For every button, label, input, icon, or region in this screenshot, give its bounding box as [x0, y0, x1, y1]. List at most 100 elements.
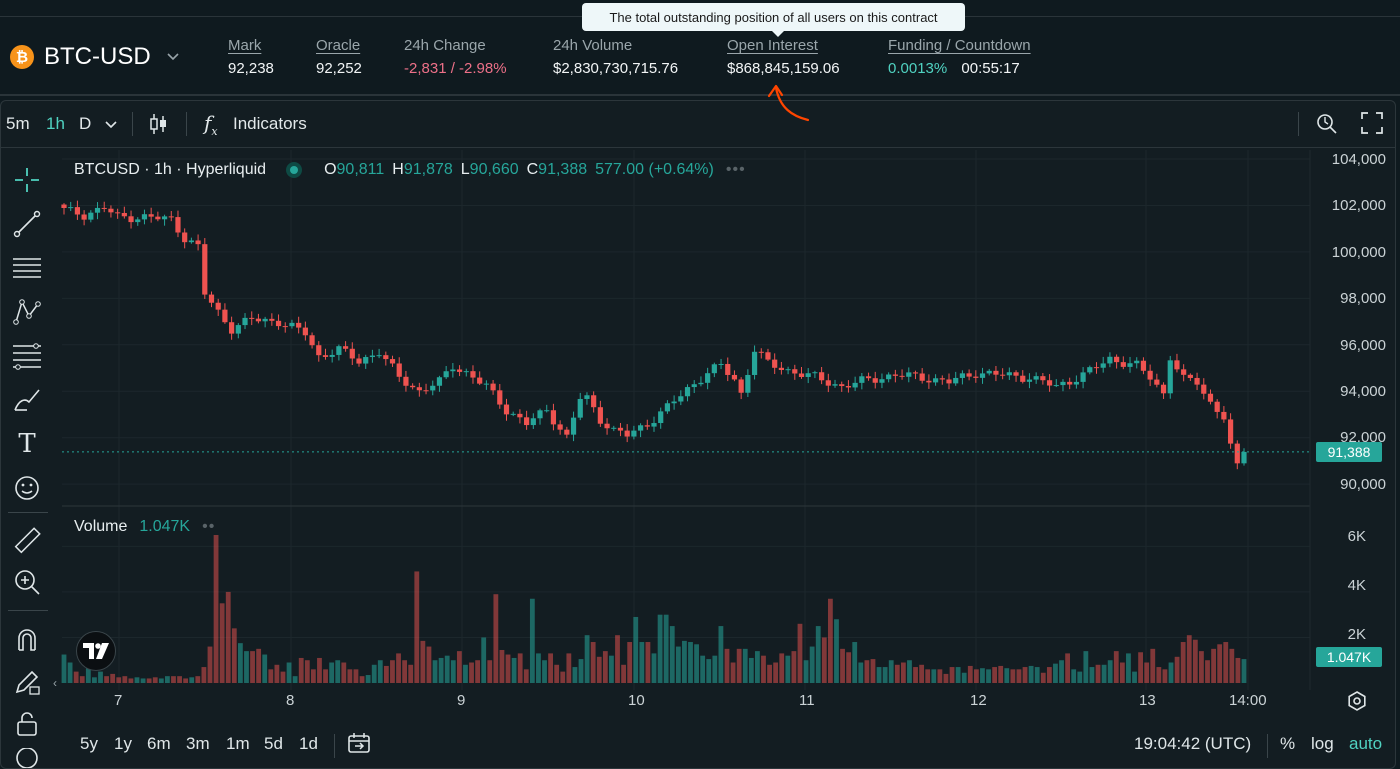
- volume-bar: [1217, 644, 1223, 683]
- range-6m[interactable]: 6m: [147, 734, 171, 753]
- candle-body: [1140, 360, 1147, 371]
- range-1m[interactable]: 1m: [226, 734, 250, 753]
- ruler-icon[interactable]: [11, 525, 43, 557]
- range-5d[interactable]: 5d: [264, 734, 283, 753]
- candle-body: [1053, 385, 1059, 387]
- candlestick-type-icon[interactable]: [148, 112, 168, 141]
- pattern-icon[interactable]: [11, 296, 43, 328]
- price-tick: 102,000: [1331, 197, 1386, 214]
- volume-bar: [408, 664, 414, 683]
- volume-bar: [967, 665, 973, 683]
- volume-bar: [390, 660, 395, 683]
- collapse-chevron-left-icon[interactable]: ‹: [53, 676, 57, 690]
- range-1d[interactable]: 1d: [299, 734, 318, 753]
- volume-bar: [128, 678, 134, 683]
- auto-scale-toggle[interactable]: auto: [1349, 734, 1383, 753]
- percent-scale-toggle[interactable]: %: [1280, 734, 1296, 753]
- candle-body: [423, 390, 429, 392]
- fib-retracement-icon[interactable]: [11, 340, 43, 372]
- stat-label-funding[interactable]: Funding / Countdown: [888, 37, 1031, 54]
- candle-body: [329, 354, 335, 357]
- live-status-icon[interactable]: [286, 162, 303, 178]
- volume-bar: [177, 676, 182, 683]
- volume-bar: [1144, 662, 1150, 683]
- zoom-in-icon[interactable]: [11, 566, 43, 598]
- candle-body: [188, 240, 194, 243]
- candle-body: [658, 411, 664, 424]
- stat-label-mark[interactable]: Mark: [228, 37, 262, 54]
- candle-body: [1100, 363, 1106, 368]
- chart-settings-icon[interactable]: [1346, 690, 1368, 717]
- tradingview-logo[interactable]: [76, 631, 116, 671]
- brush-icon[interactable]: [11, 384, 43, 416]
- utc-clock[interactable]: 19:04:42 (UTC): [1134, 734, 1252, 753]
- volume-more-icon[interactable]: ••: [202, 518, 216, 535]
- magnet-icon[interactable]: [11, 624, 43, 656]
- range-5y[interactable]: 5y: [80, 734, 98, 753]
- stat-label-open-interest[interactable]: Open Interest: [727, 37, 818, 54]
- interval-1h[interactable]: 1h: [46, 114, 65, 133]
- candle-body: [249, 317, 255, 319]
- volume-bar: [1150, 648, 1156, 683]
- interval-d[interactable]: D: [79, 114, 92, 133]
- candle-body: [879, 379, 885, 383]
- stat-label-oracle[interactable]: Oracle: [316, 37, 361, 54]
- interval-chevron-down-icon[interactable]: [105, 114, 117, 134]
- candle-body: [1160, 384, 1167, 394]
- horizontal-lines-icon[interactable]: [11, 252, 43, 284]
- visibility-icon[interactable]: [11, 748, 43, 768]
- candle-body: [953, 377, 959, 384]
- quick-search-icon[interactable]: [1315, 112, 1339, 141]
- volume-bar: [1071, 669, 1077, 683]
- legend-change: 577.00 (+0.64%): [595, 161, 714, 178]
- candle-body: [1120, 362, 1126, 367]
- fullscreen-icon[interactable]: [1361, 112, 1383, 139]
- candle-body: [577, 398, 583, 418]
- volume-bar: [1053, 663, 1058, 683]
- crosshair-icon[interactable]: [11, 164, 43, 196]
- lock-icon[interactable]: [11, 708, 43, 740]
- candle-body: [1067, 381, 1073, 385]
- candle-body: [557, 424, 563, 430]
- symbol-selector[interactable]: ₿ BTC-USD: [10, 43, 179, 71]
- indicators-button[interactable]: Indicators: [233, 114, 307, 133]
- volume-bar: [791, 651, 797, 683]
- volume-bar: [237, 643, 243, 683]
- volume-bar: [329, 662, 335, 683]
- range-3m[interactable]: 3m: [186, 734, 210, 753]
- pencil-lock-icon[interactable]: [11, 666, 43, 698]
- indicators-fx-icon[interactable]: fx: [204, 111, 218, 138]
- candle-body: [128, 216, 134, 223]
- last-price-badge: 91,388: [1316, 442, 1382, 462]
- volume-bar: [590, 642, 596, 683]
- volume-bar: [1034, 667, 1040, 683]
- candle-body: [819, 372, 825, 381]
- price-tick: 96,000: [1340, 337, 1386, 354]
- volume-bar: [1156, 667, 1162, 683]
- text-tool-icon[interactable]: T: [18, 429, 36, 459]
- candle-body: [396, 363, 402, 377]
- candle-body: [644, 425, 650, 427]
- range-1y[interactable]: 1y: [114, 734, 132, 753]
- candle-body: [912, 372, 919, 374]
- volume-bar: [572, 667, 578, 683]
- candle-body: [1167, 360, 1173, 394]
- candle-body: [155, 216, 161, 220]
- log-scale-toggle[interactable]: log: [1311, 734, 1334, 753]
- candle-body: [1020, 375, 1026, 382]
- candle-body: [1187, 374, 1193, 378]
- chart-grid: [62, 150, 1310, 690]
- candle-body: [269, 318, 275, 321]
- emoji-icon[interactable]: [11, 472, 43, 504]
- volume-bar: [85, 668, 91, 683]
- time-tick: 8: [286, 692, 295, 709]
- volume-bar: [633, 616, 639, 683]
- go-to-date-icon[interactable]: [347, 731, 371, 760]
- volume-bar: [256, 648, 262, 683]
- interval-5m[interactable]: 5m: [6, 114, 30, 133]
- candle-body: [671, 401, 677, 404]
- volume-legend: Volume 1.047K ••: [74, 518, 215, 536]
- legend-more-icon[interactable]: •••: [725, 161, 746, 178]
- trend-line-icon[interactable]: [11, 208, 43, 240]
